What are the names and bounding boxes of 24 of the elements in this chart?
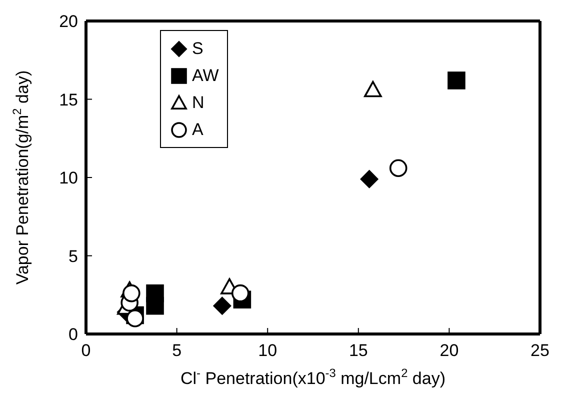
x-tick-label: 0 [81,341,91,360]
y-tick-label: 5 [68,246,78,266]
x-axis-title: Cl$^{-}$ Penetration(x10$^{-3}$mg/Lcm$^{2}$day) [180,366,446,388]
x-tick-label: 5 [172,341,182,360]
point [122,284,140,302]
y-tick-label: 10 [59,168,78,188]
x-tick-label: 10 [258,341,278,360]
y-tick-label: 15 [59,90,78,110]
point [213,296,232,315]
y-tick-label: 0 [68,325,78,344]
x-tick-label: 25 [530,341,550,360]
point [146,284,164,302]
legend-label: A [192,120,204,140]
legend-label: N [192,92,204,112]
x-tick-label: 20 [440,341,459,360]
point [389,159,408,178]
point [364,80,382,98]
point [448,72,466,90]
legend-label: S [192,38,204,58]
point [231,284,250,302]
x-tick-label: 15 [348,341,368,360]
y-tick-label: 20 [59,12,78,32]
point [360,170,378,188]
legend-label: AW [192,66,219,86]
